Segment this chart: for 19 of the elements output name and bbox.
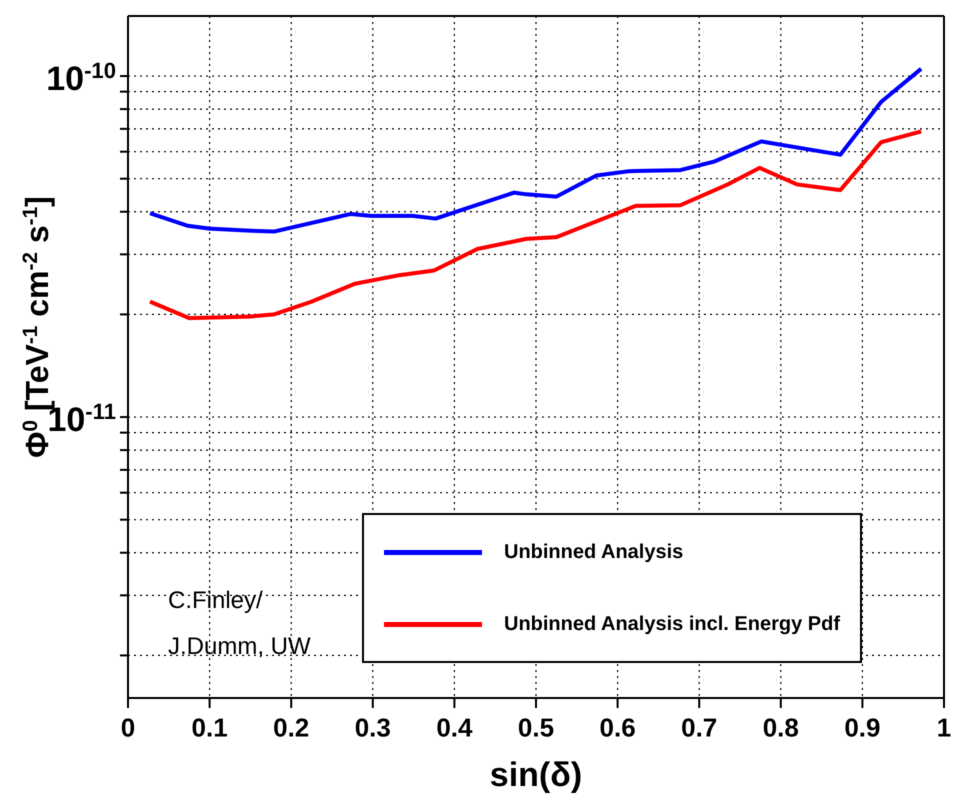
x-tick-label: 0.4	[436, 712, 474, 742]
x-tick-label: 1	[936, 712, 952, 742]
x-tick-label: 0.8	[762, 712, 799, 742]
x-tick-label: 0	[120, 712, 136, 742]
y-tick-label: 10$^{-10}$	[46, 58, 116, 98]
annotation: C.Finley/	[168, 586, 264, 616]
line-series	[148, 66, 924, 234]
annotation: J.Dumm, UW	[168, 632, 311, 662]
x-tick-label: 0.1	[192, 712, 228, 742]
x-tick-label: 0.3	[354, 712, 391, 742]
line-series	[148, 129, 924, 320]
x-tick-label: 0.6	[600, 712, 636, 742]
x-tick-label: 0.9	[844, 712, 880, 742]
legend-label: Unbinned Analysis	[504, 540, 684, 564]
x-axis-title: sin(δ)	[490, 756, 582, 794]
x-tick-label: 0.7	[681, 712, 718, 742]
x-tick-label: 0.2	[273, 712, 310, 742]
x-tick-label: 0.5	[518, 712, 554, 742]
legend-label: Unbinned Analysis incl. Energy Pdf	[504, 612, 840, 636]
